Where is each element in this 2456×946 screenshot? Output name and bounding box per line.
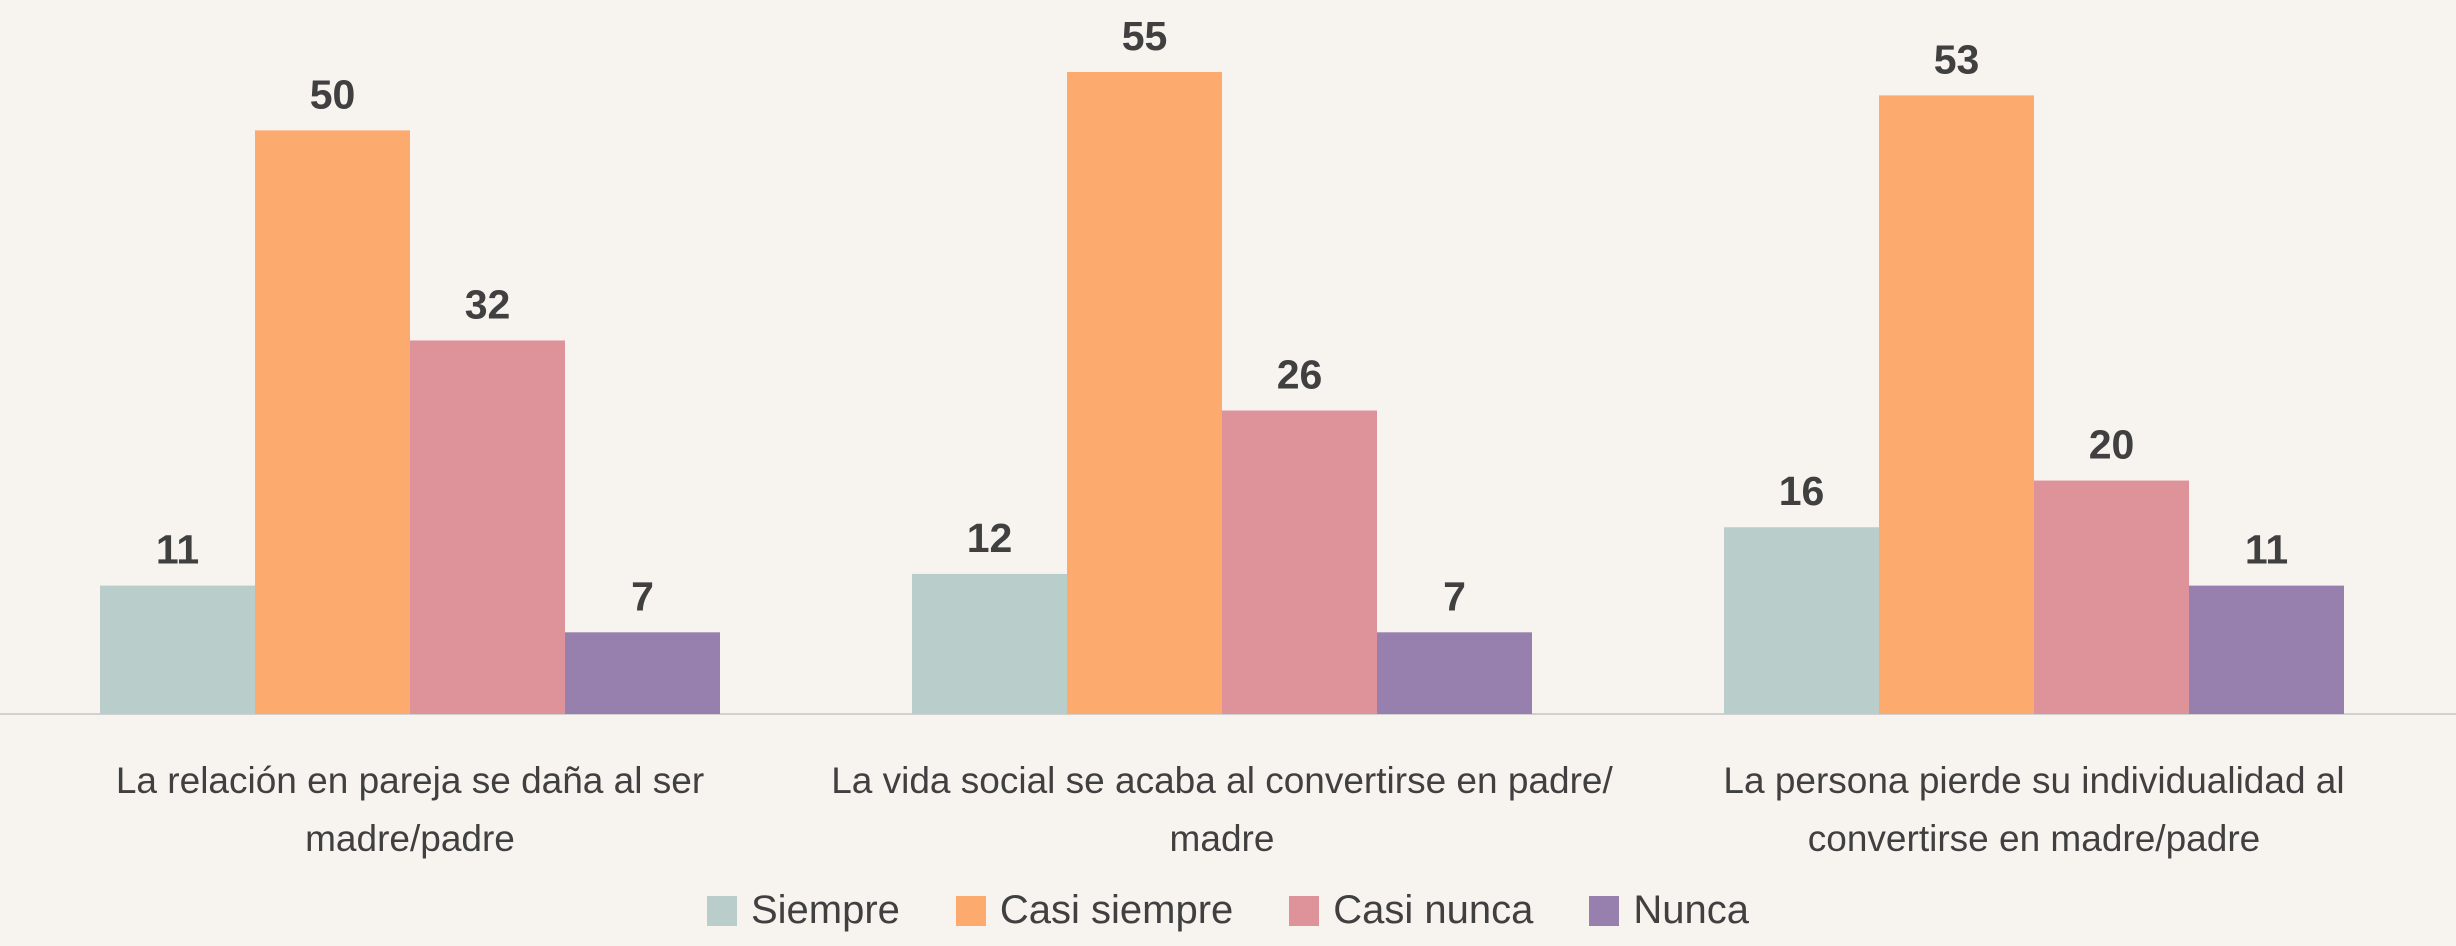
bar (2189, 585, 2344, 714)
data-label: 11 (156, 527, 199, 573)
data-label: 55 (1122, 13, 1168, 59)
x-tick-label: La vida social se acaba al convertirse e… (831, 760, 1613, 859)
legend-item: Siempre (706, 888, 900, 933)
legend-swatch (1589, 895, 1620, 926)
data-label: 26 (1277, 352, 1323, 398)
bar (565, 632, 720, 714)
legend-item: Casi siempre (955, 888, 1234, 933)
data-label: 32 (465, 281, 511, 327)
bar (1067, 72, 1222, 714)
legend-label: Nunca (1633, 888, 1750, 932)
legend-swatch (706, 895, 737, 926)
bar (1377, 632, 1532, 714)
bar (1222, 410, 1377, 714)
bar (100, 585, 255, 714)
bar (1724, 527, 1879, 714)
data-label: 20 (2089, 422, 2135, 468)
legend-item: Casi nunca (1289, 888, 1533, 933)
legend-label: Casi nunca (1333, 888, 1534, 932)
bar (255, 130, 410, 714)
bar (1879, 95, 2034, 714)
chart: 11 50 32 7 12 55 26 7 16 53 20 11 (0, 13, 2456, 715)
x-tick-label: La persona pierde su individualidad al c… (1723, 760, 2345, 859)
legend-label: Casi siempre (999, 888, 1234, 932)
data-label: 53 (1934, 36, 1980, 82)
data-label: 7 (631, 573, 654, 619)
legend-label: Siempre (750, 888, 900, 932)
legend: Siempre Casi siempre Casi nunca Nunca (0, 888, 2456, 933)
x-tick-label: La relación en pareja se daña al ser mad… (115, 760, 705, 859)
legend-swatch (1289, 895, 1320, 926)
legend-item: Nunca (1589, 888, 1749, 933)
bar (912, 573, 1067, 714)
data-label: 11 (2245, 527, 2288, 573)
bar (2034, 480, 2189, 714)
legend-swatch (955, 895, 986, 926)
data-label: 7 (1443, 573, 1466, 619)
data-label: 50 (310, 71, 356, 117)
data-label: 12 (967, 515, 1013, 561)
bar (410, 340, 565, 714)
data-label: 16 (1779, 468, 1825, 514)
